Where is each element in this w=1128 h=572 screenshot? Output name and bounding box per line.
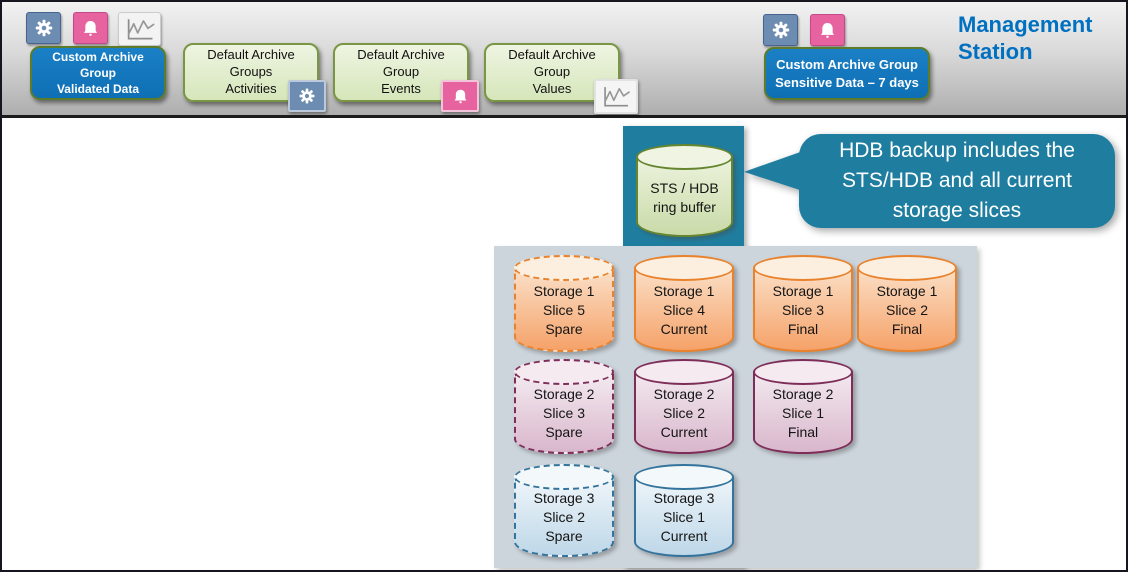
callout-tail <box>744 150 806 192</box>
custom-archive-sensitive-data-button[interactable]: Custom Archive Group Sensitive Data – 7 … <box>764 47 930 100</box>
line-chart-icon <box>127 18 154 39</box>
cylinder-top <box>634 255 734 281</box>
cylinder-body <box>514 268 614 352</box>
cylinder-body <box>753 268 853 352</box>
cylinder-top <box>753 359 853 385</box>
cylinder-sts-hdb-ring-buffer: STS / HDB ring buffer <box>636 144 733 237</box>
gear-icon-button[interactable] <box>763 14 798 46</box>
gear-icon <box>299 88 315 104</box>
bell-icon <box>83 20 98 36</box>
cylinder-body <box>634 477 734 557</box>
cylinder-label: Storage 1 Slice 5 Spare <box>533 283 595 337</box>
cylinder-storage3-slice1-current: Storage 3 Slice 1 Current <box>634 464 734 557</box>
cylinder-label: Storage 2 Slice 1 Final <box>772 386 834 440</box>
cylinder-storage1-slice4-current: Storage 1 Slice 4 Current <box>634 255 734 352</box>
cylinder-body <box>753 372 853 454</box>
cylinder-top <box>857 255 957 281</box>
cylinder-top <box>634 359 734 385</box>
gear-icon-button[interactable] <box>26 12 61 44</box>
cylinder-storage2-slice1-final: Storage 2 Slice 1 Final <box>753 359 853 454</box>
cylinder-storage2-slice2-current: Storage 2 Slice 2 Current <box>634 359 734 454</box>
bell-icon <box>454 89 466 103</box>
cylinder-label: Storage 1 Slice 2 Final <box>876 283 938 337</box>
cylinder-top <box>636 144 733 170</box>
cylinder-label: Storage 1 Slice 4 Current <box>653 283 715 337</box>
cylinder-storage3-slice2-spare: Storage 3 Slice 2 Spare <box>514 464 614 557</box>
page-title: Management Station <box>958 12 1093 64</box>
bell-badge <box>441 80 479 112</box>
gear-icon <box>772 21 789 39</box>
cylinder-storage1-slice5-spare: Storage 1 Slice 5 Spare <box>514 255 614 352</box>
cylinder-label: Storage 1 Slice 3 Final <box>772 283 834 337</box>
bell-icon <box>820 22 835 38</box>
gear-badge <box>288 80 326 112</box>
cylinder-body <box>636 157 733 237</box>
bell-icon-button[interactable] <box>810 14 845 46</box>
cylinder-body <box>634 268 734 352</box>
line-chart-badge <box>594 79 638 114</box>
cylinder-storage1-slice2-final: Storage 1 Slice 2 Final <box>857 255 957 352</box>
cylinder-top <box>514 255 614 281</box>
cylinder-body <box>634 372 734 454</box>
cylinder-label: Storage 3 Slice 2 Spare <box>533 490 595 544</box>
cylinder-top <box>634 464 734 490</box>
gear-icon <box>35 19 52 37</box>
header-bar: Custom Archive Group Validated Data Defa… <box>2 2 1126 118</box>
callout-bubble: HDB backup includes the STS/HDB and all … <box>799 134 1115 228</box>
line-chart-icon <box>604 86 630 107</box>
cylinder-top <box>514 359 614 385</box>
cylinder-body <box>857 268 957 352</box>
cylinder-top <box>514 464 614 490</box>
cylinder-label: Storage 2 Slice 2 Current <box>653 386 715 440</box>
default-archive-events-button[interactable]: Default Archive Group Events <box>333 43 469 102</box>
callout: HDB backup includes the STS/HDB and all … <box>742 132 1118 232</box>
custom-archive-validated-data-button[interactable]: Custom Archive Group Validated Data <box>30 46 166 100</box>
line-chart-icon-button[interactable] <box>118 12 161 46</box>
cylinder-storage2-slice3-spare: Storage 2 Slice 3 Spare <box>514 359 614 454</box>
cylinder-storage1-slice3-final: Storage 1 Slice 3 Final <box>753 255 853 352</box>
cylinder-label: STS / HDB ring buffer <box>650 179 719 215</box>
cylinder-label: Storage 2 Slice 3 Spare <box>533 386 595 440</box>
bell-icon-button[interactable] <box>73 12 108 44</box>
cylinder-label: Storage 3 Slice 1 Current <box>653 490 715 544</box>
cylinder-top <box>753 255 853 281</box>
